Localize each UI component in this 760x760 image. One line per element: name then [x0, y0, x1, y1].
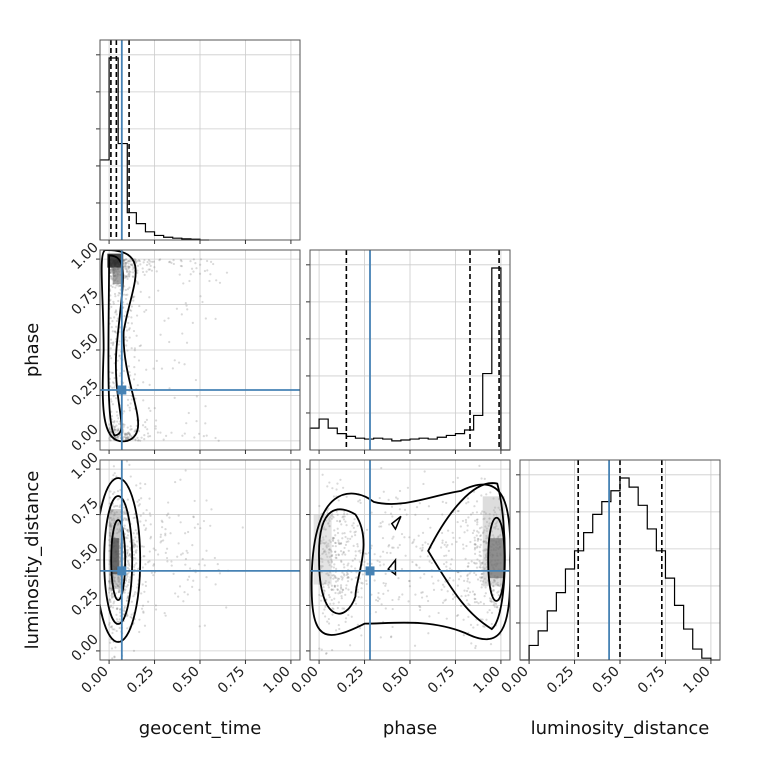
histogram-steps — [99, 57, 210, 241]
y-tick-label: 0.50 — [68, 540, 101, 573]
x-tick-label: 1.00 — [470, 664, 503, 697]
truth-marker — [117, 385, 127, 395]
x-tick-label: 1.00 — [260, 664, 293, 697]
x-axis-label-luminosity-distance: luminosity_distance — [531, 718, 710, 739]
histogram-steps — [309, 267, 510, 451]
y-tick-label: 0.00 — [68, 631, 101, 664]
density-geocent-time-vs-phase — [96, 249, 301, 454]
x-tick-label: 0.50 — [589, 664, 622, 697]
density-phase-vs-luminosity-distance — [306, 459, 511, 664]
y-tick-label: 0.75 — [68, 285, 101, 318]
y-tick-label: 0.00 — [68, 421, 101, 454]
x-tick-label: 0.00 — [289, 664, 322, 697]
y-tick-label: 0.75 — [68, 495, 101, 528]
y-tick-label: 0.25 — [68, 376, 101, 409]
y-tick-label: 0.50 — [68, 330, 101, 363]
x-tick-label: 0.75 — [635, 664, 668, 697]
histogram-geocent-time — [96, 39, 301, 244]
x-axis-label-geocent-time: geocent_time — [139, 718, 262, 739]
y-tick-label: 1.00 — [68, 450, 101, 483]
x-tick-label: 0.25 — [544, 664, 577, 697]
y-tick-label: 0.25 — [68, 586, 101, 619]
histogram-luminosity-distance — [516, 459, 721, 664]
x-tick-label: 0.00 — [79, 664, 112, 697]
x-tick-label: 0.00 — [499, 664, 532, 697]
x-tick-label: 0.25 — [124, 664, 157, 697]
x-tick-label: 0.50 — [169, 664, 202, 697]
y-axis-label-phase: phase — [22, 323, 43, 377]
density-geocent-time-vs-luminosity-distance — [96, 459, 301, 664]
x-tick-label: 0.50 — [379, 664, 412, 697]
y-axis-label-luminosity-distance: luminosity_distance — [22, 471, 43, 650]
x-tick-label: 1.00 — [680, 664, 713, 697]
x-axis-label-phase: phase — [383, 718, 437, 739]
x-tick-label: 0.75 — [425, 664, 458, 697]
histogram-phase — [306, 249, 511, 454]
x-tick-label: 0.75 — [215, 664, 248, 697]
truth-marker — [365, 566, 375, 576]
x-tick-label: 0.25 — [334, 664, 367, 697]
truth-marker — [117, 566, 127, 576]
y-tick-label: 1.00 — [68, 240, 101, 273]
